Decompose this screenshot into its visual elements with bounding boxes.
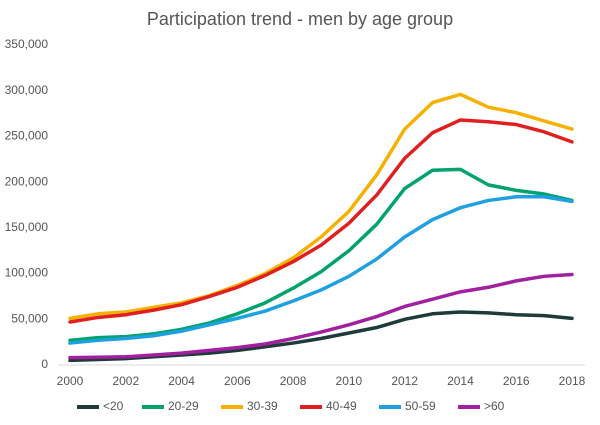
x-tick-label: 2012	[391, 374, 418, 388]
legend-label: 20-29	[168, 399, 199, 413]
x-tick-label: 2014	[447, 374, 474, 388]
x-tick-label: 2000	[57, 374, 84, 388]
y-tick-label: 200,000	[5, 174, 49, 188]
chart-title: Participation trend - men by age group	[147, 9, 453, 29]
legend-label: >60	[484, 399, 505, 413]
x-tick-label: 2016	[503, 374, 530, 388]
legend-label: 50-59	[405, 399, 436, 413]
legend-label: <20	[103, 399, 124, 413]
series-line	[68, 92, 574, 321]
x-tick-label: 2004	[168, 374, 195, 388]
legend-label: 40-49	[326, 399, 357, 413]
x-tick-label: 2008	[280, 374, 307, 388]
y-tick-label: 50,000	[11, 311, 48, 325]
series-line	[68, 195, 574, 345]
x-tick-label: 2010	[336, 374, 363, 388]
x-tick-label: 2018	[559, 374, 586, 388]
legend-label: 30-39	[247, 399, 278, 413]
y-tick-label: 0	[41, 357, 48, 371]
series-line	[68, 118, 574, 324]
x-tick-label: 2002	[112, 374, 139, 388]
series-line	[68, 272, 574, 360]
y-tick-label: 300,000	[5, 83, 49, 97]
y-tick-label: 100,000	[5, 266, 49, 280]
x-tick-label: 2006	[224, 374, 251, 388]
y-tick-label: 250,000	[5, 129, 49, 143]
y-tick-label: 150,000	[5, 220, 49, 234]
series-line	[68, 167, 574, 343]
series-line	[68, 310, 574, 363]
y-tick-label: 350,000	[5, 37, 49, 51]
